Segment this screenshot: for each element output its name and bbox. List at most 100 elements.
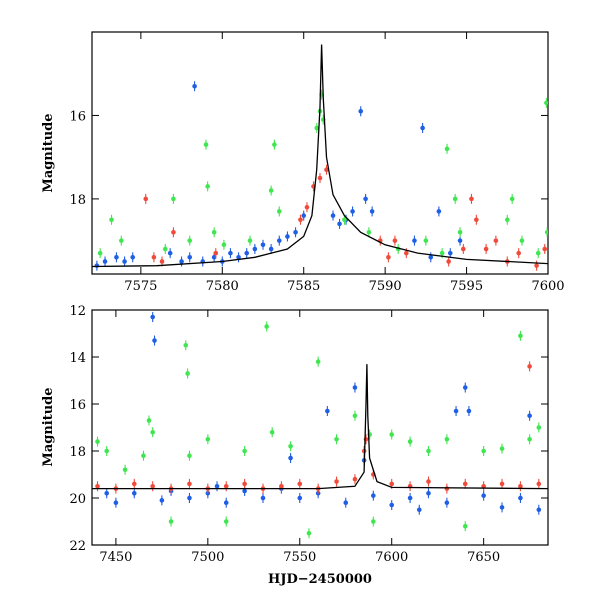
blue-data-point	[152, 338, 157, 343]
blue-data-point	[187, 495, 192, 501]
blue-data-point	[447, 250, 453, 256]
green-data-point	[205, 184, 210, 189]
red-data-point	[499, 481, 505, 487]
green-data-point	[242, 448, 247, 454]
blue-data-point	[293, 229, 298, 235]
blue-data-point	[457, 238, 463, 243]
blue-data-point	[518, 495, 523, 501]
green-data-point	[452, 196, 458, 202]
full-x-tick-label: 7500	[191, 550, 224, 565]
blue-data-point	[236, 255, 241, 260]
blue-data-point	[114, 255, 119, 260]
green-data-point	[481, 448, 486, 454]
red-data-point	[542, 246, 548, 252]
red-data-point	[481, 483, 486, 489]
green-data-point	[462, 523, 468, 529]
green-data-point	[499, 446, 505, 451]
green-data-point	[314, 125, 320, 131]
blue-data-point	[94, 263, 100, 268]
green-data-point	[205, 436, 211, 442]
red-data-point	[151, 255, 157, 260]
blue-data-point	[214, 483, 220, 489]
red-data-point	[95, 483, 100, 489]
red-data-point	[483, 246, 489, 252]
green-data-point	[95, 439, 100, 444]
zoom-x-tick-label: 7590	[369, 279, 402, 294]
red-data-point	[187, 481, 192, 487]
blue-data-point	[150, 314, 155, 320]
full-x-tick-label: 7600	[375, 550, 408, 565]
blue-data-point	[436, 209, 442, 214]
green-data-point	[185, 371, 190, 376]
blue-data-point	[179, 259, 184, 264]
blue-data-point	[481, 493, 486, 498]
red-data-point	[389, 481, 395, 487]
blue-data-point	[527, 413, 532, 419]
green-data-point	[146, 418, 152, 423]
green-data-point	[109, 217, 114, 223]
green-data-point	[518, 333, 523, 339]
blue-data-point	[252, 246, 258, 252]
green-data-point	[211, 229, 217, 235]
full-plot-frame	[91, 309, 549, 546]
red-data-point	[317, 175, 323, 181]
red-data-point	[242, 481, 247, 487]
green-data-point	[183, 342, 189, 348]
green-data-point	[444, 146, 450, 152]
red-data-point	[324, 167, 329, 172]
green-data-point	[168, 519, 174, 524]
green-data-point	[519, 238, 525, 243]
zoom-y-tick-label: 18	[69, 193, 86, 208]
red-data-point	[444, 486, 450, 491]
blue-data-point	[426, 491, 431, 496]
green-data-point	[203, 142, 209, 147]
green-data-point	[509, 196, 515, 202]
blue-data-point	[444, 500, 450, 506]
red-data-point	[536, 481, 542, 487]
green-data-point	[544, 229, 548, 235]
zoom-plot-frame	[91, 31, 549, 275]
blue-data-point	[260, 242, 266, 248]
green-data-point	[269, 429, 275, 435]
blue-data-point	[159, 498, 165, 503]
zoom-x-tick-label: 7600	[531, 279, 564, 294]
full-y-tick-label: 14	[69, 351, 86, 366]
green-data-point	[264, 324, 269, 329]
green-data-point	[276, 209, 282, 214]
green-data-point	[334, 436, 339, 442]
blue-data-point	[325, 408, 330, 414]
green-data-point	[104, 448, 110, 454]
blue-data-point	[352, 385, 358, 390]
full-x-axis-title: HJD−2450000	[268, 572, 372, 587]
blue-data-point	[228, 250, 233, 256]
blue-data-point	[113, 500, 119, 506]
green-data-point	[536, 425, 542, 430]
red-data-point	[143, 196, 149, 202]
green-data-point	[342, 217, 347, 223]
red-data-point	[171, 229, 176, 235]
zoom-panel: 7575 7580 7585 7590 7595 7600 16 18 Magnitude	[41, 31, 565, 294]
green-data-point	[150, 429, 155, 435]
full-x-tick-label: 7650	[467, 550, 500, 565]
blue-data-point	[102, 259, 108, 264]
full-model-curve	[92, 364, 548, 490]
green-data-point	[272, 142, 277, 147]
green-data-point	[171, 196, 176, 202]
zoom-x-tick-label: 7585	[287, 279, 320, 294]
green-data-point	[247, 238, 253, 243]
green-data-point	[535, 250, 541, 256]
red-data-point	[352, 476, 358, 482]
full-x-tick-label: 7450	[99, 550, 132, 565]
blue-data-point	[130, 255, 136, 260]
blue-data-point	[297, 495, 303, 501]
blue-data-point	[131, 491, 137, 496]
blue-data-point	[343, 500, 349, 506]
zoom-x-tick-label: 7575	[124, 279, 157, 294]
blue-data-point	[371, 493, 376, 498]
red-data-point	[527, 364, 532, 369]
blue-data-point	[301, 213, 307, 218]
green-data-point	[119, 238, 124, 243]
green-data-point	[457, 229, 463, 235]
blue-data-point	[276, 238, 282, 243]
